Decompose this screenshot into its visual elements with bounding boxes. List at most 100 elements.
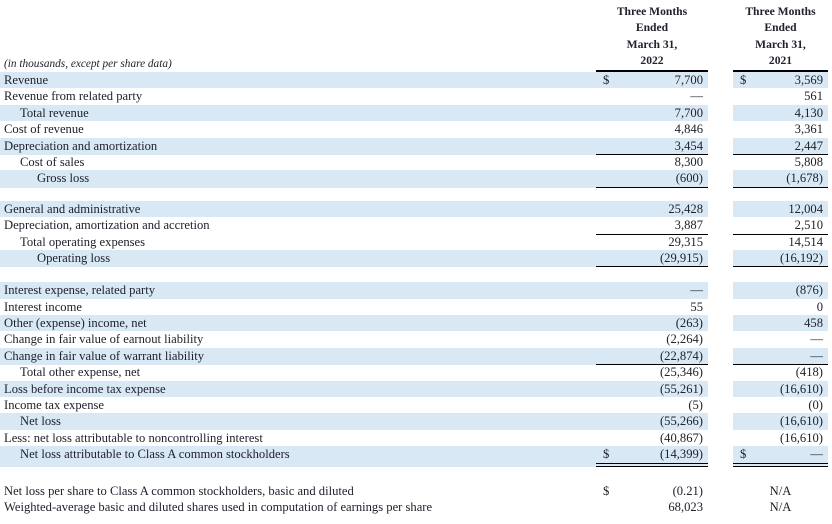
value-2022: 3,887 xyxy=(596,217,708,235)
table-row: General and administrative 25,428 12,004 xyxy=(0,200,828,218)
value-2021: (876) xyxy=(733,282,828,299)
row-label: Net loss attributable to Class A common … xyxy=(0,446,596,467)
row-label: Net loss xyxy=(0,413,596,430)
dollar-sign: $ xyxy=(603,483,610,498)
column-gap xyxy=(708,298,733,316)
row-label: Interest expense, related party xyxy=(0,282,596,299)
row-label: Income tax expense xyxy=(4,398,105,413)
value-2021: 561 xyxy=(733,88,828,106)
value-2021: (16,610) xyxy=(733,430,828,448)
column-gap xyxy=(708,88,733,106)
spacer-row xyxy=(0,266,828,282)
column-gap xyxy=(708,482,733,499)
table-row: Interest income 55 0 xyxy=(0,298,828,316)
column-gap xyxy=(708,200,733,218)
table-row: Operating loss (29,915) (16,192) xyxy=(0,249,828,268)
amount: (0) xyxy=(808,398,823,413)
column-gap xyxy=(708,446,733,467)
value-2022: — xyxy=(596,88,708,106)
units-note: (in thousands, except per share data) xyxy=(4,58,172,70)
table-row: Total operating expenses 29,315 14,514 xyxy=(0,233,828,251)
amount: — xyxy=(690,89,703,104)
row-label: Total revenue xyxy=(0,104,596,122)
column-header-2021: Three Months Ended March 31, 2021 xyxy=(733,0,828,72)
table-row: Income tax expense (5) (0) xyxy=(0,397,828,415)
value-2021: 3,361 xyxy=(733,121,828,137)
row-label: Net loss per share to Class A common sto… xyxy=(4,483,354,498)
column-gap xyxy=(708,413,733,430)
row-label: Revenue xyxy=(0,72,596,89)
column-header-line: Three Months xyxy=(745,4,816,18)
value-2021: 2,510 xyxy=(733,217,828,235)
column-header-line: March 31, xyxy=(755,37,806,51)
row-label: Weighted-average basic and diluted share… xyxy=(4,499,433,514)
spacer-row xyxy=(0,187,828,201)
amount: 3,454 xyxy=(674,138,703,153)
table-row: Interest expense, related party — (876) xyxy=(0,282,828,299)
column-header-2022: Three Months Ended March 31, 2022 xyxy=(596,0,708,72)
dollar-sign: $ xyxy=(603,73,610,87)
column-gap xyxy=(708,233,733,251)
value-2022: 25,428 xyxy=(596,200,708,218)
value-2022: 8,300 xyxy=(596,154,708,172)
value-2021: 5,808 xyxy=(733,154,828,172)
column-gap xyxy=(708,72,733,89)
amount: 3,569 xyxy=(794,73,823,87)
amount: 4,130 xyxy=(794,105,823,120)
table-row: Less: net loss attributable to noncontro… xyxy=(0,429,828,448)
column-gap xyxy=(708,104,733,122)
value-2021: N/A xyxy=(733,483,828,499)
value-2021: $ — xyxy=(733,446,828,467)
table-row: Revenue $7,700 $3,569 xyxy=(0,72,828,89)
row-label: Cost of revenue xyxy=(4,122,84,137)
amount: 7,700 xyxy=(674,73,703,87)
column-gap xyxy=(708,347,733,366)
table-row: Net loss per share to Class A common sto… xyxy=(0,482,828,499)
amount: 4,846 xyxy=(674,122,703,137)
value-2021: (16,610) xyxy=(733,413,828,430)
amount: 3,887 xyxy=(674,218,703,233)
row-label: Change in fair value of earnout liabilit… xyxy=(4,332,204,347)
column-gap xyxy=(708,498,733,516)
value-2021: 4,130 xyxy=(733,104,828,122)
amount: (600) xyxy=(675,171,703,186)
amount: 29,315 xyxy=(668,234,703,249)
value-2022: 3,454 xyxy=(596,137,708,155)
table-row: Net loss attributable to Class A common … xyxy=(0,446,828,467)
column-header-line: Ended xyxy=(764,21,797,35)
table-row: Cost of sales 8,300 5,808 xyxy=(0,153,828,172)
amount: 55 xyxy=(690,299,703,314)
table-body: Revenue $7,700 $3,569 Revenue from related … xyxy=(0,72,828,516)
column-header-line: March 31, xyxy=(626,37,678,51)
table-row: Total other expense, net (25,346) (418) xyxy=(0,364,828,382)
value-2021: (1,678) xyxy=(733,170,828,188)
amount: 14,514 xyxy=(788,234,823,249)
row-label: Change in fair value of warrant liabilit… xyxy=(0,347,596,366)
amount: 2,510 xyxy=(794,218,823,233)
amount: (876) xyxy=(795,283,823,298)
value-2021: (418) xyxy=(733,364,828,382)
value-2021: 458 xyxy=(733,315,828,332)
dollar-sign: $ xyxy=(740,447,747,462)
table-row: Net loss (55,266) (16,610) xyxy=(0,413,828,430)
column-gap xyxy=(708,380,733,398)
value-2022: (5) xyxy=(596,397,708,415)
column-gap xyxy=(708,153,733,172)
column-gap xyxy=(708,217,733,235)
table-row: Loss before income tax expense (55,261) (1… xyxy=(0,380,828,398)
table-row: Revenue from related party — 561 xyxy=(0,88,828,106)
value-2022: 68,023 xyxy=(596,499,708,515)
value-2022: $7,700 xyxy=(596,72,708,89)
row-label: Loss before income tax expense xyxy=(0,380,596,398)
value-2022: (55,266) xyxy=(596,413,708,430)
row-label: Depreciation and amortization xyxy=(0,137,596,155)
amount: (14,399) xyxy=(659,447,703,462)
value-2021: — xyxy=(733,331,828,347)
value-2022: $ (0.21) xyxy=(596,483,708,499)
amount: 8,300 xyxy=(674,154,703,169)
row-label: Gross loss xyxy=(0,170,596,188)
value-2022: (40,867) xyxy=(596,430,708,448)
amount: 7,700 xyxy=(674,105,703,120)
column-gap xyxy=(708,315,733,332)
